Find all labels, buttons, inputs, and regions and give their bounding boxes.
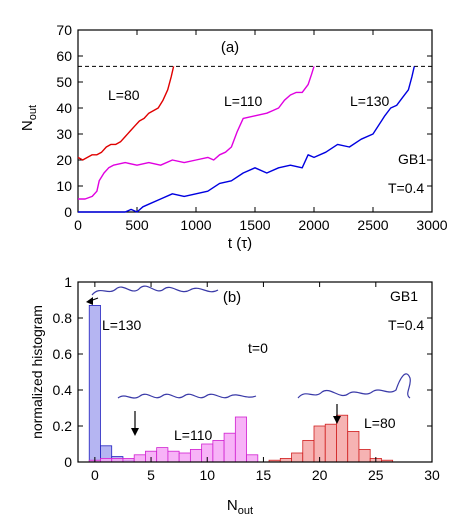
hist-bar-l80 (358, 448, 371, 463)
hist-label-l80: L=80 (364, 415, 396, 431)
y-tick-label: 40 (56, 100, 72, 116)
x-tick-label: 10 (199, 467, 215, 483)
svg-text:Nout: Nout (19, 105, 39, 131)
y-tick-label: 30 (56, 126, 72, 142)
panel-a-xlabel: t (τ) (228, 235, 252, 252)
series-line-l110 (78, 66, 315, 200)
panel-a-annotation-temp: T=0.4 (388, 180, 424, 196)
hist-bar-l80 (313, 425, 326, 463)
x-tick-label: 500 (125, 217, 149, 233)
y-tick-label: 0 (64, 454, 72, 470)
hist-bar-l110 (246, 454, 259, 463)
x-tick-label: 30 (424, 467, 440, 483)
series-label-l130: L=130 (350, 93, 390, 109)
panel-b-plot-area: 0 5 10 15 20 25 30 0 0.2 0.4 0.6 0.8 1 (53, 274, 440, 483)
panel-a-plot-area: 0 500 1000 1500 2000 2500 3000 0 10 20 30 40 50 60 70 (56, 22, 447, 233)
panel-b-ylabel-wrap: normalized histogram (29, 305, 45, 439)
hist-bar-l80 (324, 423, 337, 463)
x-tick-label: 15 (256, 467, 272, 483)
hist-bar-l110 (133, 454, 146, 463)
x-tick-label: 1000 (180, 217, 211, 233)
series-line-l130 (78, 66, 415, 213)
panel-b: 0 5 10 15 20 25 30 0 0.2 0.4 0.6 0.8 1 (b) normalize… (29, 274, 440, 517)
hist-bar-l110 (234, 416, 247, 463)
panel-a-ylabel-main: N (19, 120, 36, 131)
panel-a: 0 500 1000 1500 2000 2500 3000010203040506070 … (19, 22, 448, 252)
x-tick-label: 2500 (357, 217, 388, 233)
panel-b-annotation-t0: t=0 (248, 340, 268, 356)
hist-bar-l80 (302, 439, 315, 463)
hist-bar-l110 (212, 439, 225, 463)
hist-bar-l80 (347, 430, 360, 463)
panel-b-frame (77, 281, 433, 463)
panel-a-annotation-gb1: GB1 (398, 151, 426, 167)
x-tick-label: 0 (91, 467, 99, 483)
x-tick-label: 2000 (298, 217, 329, 233)
chain-sketch-l130 (91, 285, 219, 296)
y-tick-label: 10 (56, 178, 72, 194)
panel-a-ylabel: Nout (19, 105, 39, 131)
y-tick-label: 0.2 (53, 418, 73, 434)
panel-b-xlabel-main: N (227, 497, 238, 514)
x-tick-label: 1500 (239, 217, 270, 233)
hist-bar-l80 (336, 414, 349, 463)
y-tick-label: 50 (56, 74, 72, 90)
chain-sketch-l80 (297, 373, 411, 399)
hist-bar-l110 (156, 447, 169, 463)
y-tick-label: 1 (64, 274, 72, 290)
y-tick-label: 70 (56, 22, 72, 38)
arrow-head-l130 (86, 297, 93, 305)
y-tick-label: 0 (64, 204, 72, 220)
hist-label-l110: L=110 (174, 427, 212, 443)
panel-b-annotation-gb1: GB1 (390, 288, 418, 304)
panel-b-xlabel-sub: out (238, 505, 253, 517)
panel-a-ylabel-sub: out (27, 105, 39, 120)
panel-a-frame (77, 29, 433, 213)
hist-bar-l80 (291, 452, 304, 463)
x-tick-label: 0 (74, 217, 82, 233)
panel-a-label: (a) (221, 39, 239, 56)
x-tick-label: 5 (147, 467, 155, 483)
hist-bar-l110 (178, 452, 191, 463)
y-tick-label: 20 (56, 152, 72, 168)
hist-bar-l130 (88, 304, 101, 463)
chain-sketch-l110 (117, 393, 257, 399)
x-tick-label: 25 (368, 467, 384, 483)
series-line-l80 (77, 66, 175, 161)
panel-b-label: (b) (223, 289, 241, 306)
arrow-head-l80 (333, 416, 341, 424)
hist-label-l130: L=130 (102, 317, 142, 333)
x-tick-label: 3000 (416, 217, 447, 233)
panel-b-annotation-temp: T=0.4 (388, 317, 424, 333)
series-label-l80: L=80 (108, 87, 140, 103)
hist-bar-l110 (167, 450, 180, 463)
panel-b-xlabel: Nout (227, 497, 253, 517)
arrow-head-l110 (131, 428, 139, 436)
x-tick-label: 20 (312, 467, 328, 483)
y-tick-label: 60 (56, 48, 72, 64)
panel-b-ylabel: normalized histogram (29, 305, 45, 439)
y-tick-label: 0.8 (53, 310, 73, 326)
y-tick-label: 0.6 (53, 346, 73, 362)
y-tick-label: 0.4 (53, 382, 73, 398)
hist-bar-l110 (223, 432, 236, 463)
series-label-l110: L=110 (224, 93, 262, 109)
hist-bar-l110 (189, 448, 203, 463)
